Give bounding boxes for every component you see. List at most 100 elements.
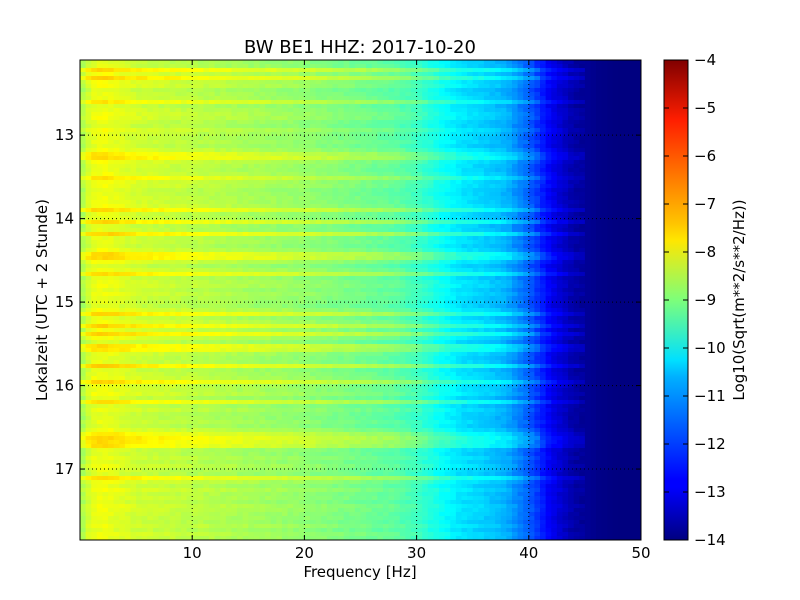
heatmap-cell xyxy=(517,60,524,65)
heatmap-cell xyxy=(287,192,294,197)
heatmap-cell xyxy=(416,168,423,173)
heatmap-cell xyxy=(489,136,496,141)
heatmap-cell xyxy=(113,232,120,237)
heatmap-cell xyxy=(427,136,435,141)
heatmap-cell xyxy=(298,212,305,217)
heatmap-cell xyxy=(253,60,261,65)
heatmap-cell xyxy=(416,152,423,157)
heatmap-cell xyxy=(511,88,519,93)
heatmap-cell xyxy=(343,104,350,109)
heatmap-cell xyxy=(489,156,496,161)
heatmap-cell xyxy=(467,168,474,173)
heatmap-cell xyxy=(635,204,641,209)
heatmap-cell xyxy=(416,256,423,261)
heatmap-cell xyxy=(405,188,412,193)
heatmap-cell xyxy=(231,216,238,221)
heatmap-cell xyxy=(192,200,199,205)
heatmap-cell xyxy=(607,248,614,253)
heatmap-cell xyxy=(444,204,451,209)
heatmap-cell xyxy=(349,96,356,101)
heatmap-cell xyxy=(461,156,468,161)
heatmap-cell xyxy=(91,80,98,85)
heatmap-cell xyxy=(371,76,378,81)
heatmap-cell xyxy=(326,152,334,157)
heatmap-cell xyxy=(338,72,345,77)
heatmap-cell xyxy=(635,212,641,217)
heatmap-cell xyxy=(281,160,289,165)
heatmap-cell xyxy=(388,84,395,89)
heatmap-cell xyxy=(304,88,311,93)
heatmap-cell xyxy=(169,140,176,145)
heatmap-cell xyxy=(203,100,210,105)
heatmap-cell xyxy=(186,204,193,209)
heatmap-cell xyxy=(612,228,620,233)
heatmap-cell xyxy=(596,164,603,169)
heatmap-cell xyxy=(500,144,507,149)
heatmap-cell xyxy=(242,224,249,229)
heatmap-cell xyxy=(293,96,300,101)
heatmap-cell xyxy=(270,80,277,85)
heatmap-cell xyxy=(265,136,272,141)
heatmap-cell xyxy=(483,204,491,209)
heatmap-cell xyxy=(461,128,468,133)
heatmap-cell xyxy=(523,188,530,193)
heatmap-cell xyxy=(461,196,468,201)
heatmap-cell xyxy=(237,224,244,229)
heatmap-cell xyxy=(511,244,519,249)
heatmap-cell xyxy=(427,216,435,221)
heatmap-cell xyxy=(607,244,614,249)
heatmap-cell xyxy=(147,156,154,161)
heatmap-cell xyxy=(478,256,485,261)
heatmap-cell xyxy=(410,96,418,101)
heatmap-cell xyxy=(596,104,603,109)
heatmap-cell xyxy=(596,192,603,197)
heatmap-cell xyxy=(192,84,199,89)
heatmap-cell xyxy=(511,80,519,85)
heatmap-cell xyxy=(618,164,625,169)
heatmap-cell xyxy=(635,120,641,125)
heatmap-cell xyxy=(231,252,238,257)
heatmap-cell xyxy=(455,208,463,213)
heatmap-cell xyxy=(332,176,339,181)
heatmap-cell xyxy=(523,152,530,157)
heatmap-cell xyxy=(209,116,216,121)
heatmap-cell xyxy=(540,168,547,173)
heatmap-cell xyxy=(108,208,115,213)
heatmap-cell xyxy=(203,152,210,157)
heatmap-cell xyxy=(180,204,188,209)
heatmap-cell xyxy=(382,124,390,129)
heatmap-cell xyxy=(281,204,289,209)
heatmap-cell xyxy=(612,224,620,229)
heatmap-cell xyxy=(287,60,294,65)
heatmap-cell xyxy=(209,148,216,153)
heatmap-cell xyxy=(248,108,255,113)
heatmap-cell xyxy=(270,244,277,249)
heatmap-cell xyxy=(113,112,120,117)
heatmap-cell xyxy=(439,224,446,229)
heatmap-cell xyxy=(399,252,406,257)
heatmap-cell xyxy=(371,88,378,93)
heatmap-cell xyxy=(186,208,193,213)
heatmap-cell xyxy=(180,176,188,181)
heatmap-cell xyxy=(551,80,558,85)
heatmap-cell xyxy=(338,96,345,101)
heatmap-cell xyxy=(164,100,171,105)
heatmap-cell xyxy=(164,220,171,225)
heatmap-cell xyxy=(338,100,345,105)
heatmap-cell xyxy=(506,76,513,81)
heatmap-cell xyxy=(108,168,115,173)
heatmap-cell xyxy=(635,128,641,133)
heatmap-cell xyxy=(276,216,283,221)
heatmap-cell xyxy=(629,200,636,205)
heatmap-cell xyxy=(500,240,507,245)
heatmap-cell xyxy=(394,64,401,69)
heatmap-cell xyxy=(410,212,418,217)
heatmap-cell xyxy=(399,76,406,81)
heatmap-cell xyxy=(562,156,569,161)
heatmap-cell xyxy=(590,256,597,261)
heatmap-cell xyxy=(500,88,507,93)
heatmap-cell xyxy=(281,224,289,229)
heatmap-cell xyxy=(214,92,221,97)
heatmap-cell xyxy=(584,204,592,209)
heatmap-cell xyxy=(399,112,406,117)
